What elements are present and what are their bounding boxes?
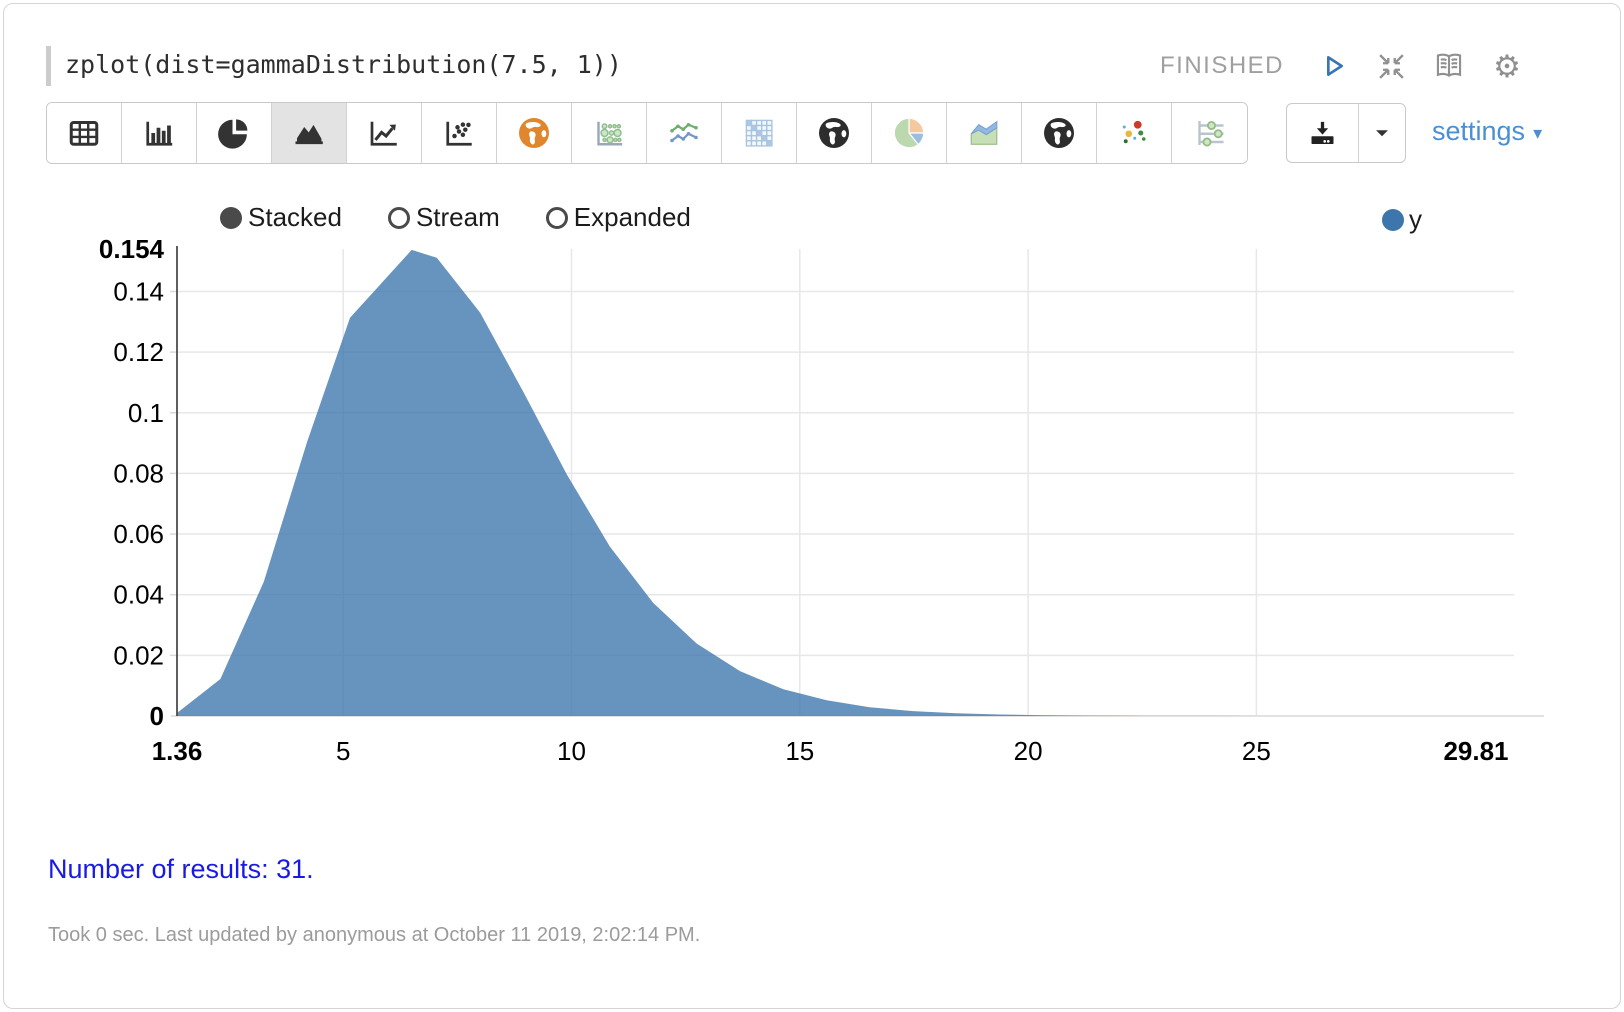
area-chart-button[interactable] [272, 103, 347, 163]
download-options-button[interactable] [1359, 104, 1405, 162]
globe-dark-1-button[interactable] [797, 103, 872, 163]
download-button[interactable] [1287, 104, 1359, 162]
multi-line-chart-icon [670, 122, 698, 143]
caret-down-icon [1376, 130, 1388, 137]
paragraph-accent-bar [46, 46, 51, 86]
result-count: Number of results: 31. [48, 854, 314, 884]
paragraph-actions: FINISHED [1160, 44, 1524, 88]
gear-icon: ⚙ [1493, 48, 1521, 84]
x-tick-label: 10 [557, 736, 586, 766]
show-editor-button[interactable] [1432, 49, 1466, 83]
y-tick-label: 0.04 [113, 580, 164, 610]
x-tick-label: 20 [1014, 736, 1043, 766]
option-expanded[interactable]: Expanded [545, 202, 691, 233]
multi-line-chart-button[interactable] [647, 103, 722, 163]
matrix-chart-icon [745, 119, 773, 147]
compress-icon [1378, 53, 1404, 79]
scatter-plot-button[interactable] [422, 103, 497, 163]
option-label: Stacked [248, 202, 342, 232]
area-chart-icon [295, 124, 323, 145]
sliders-button[interactable] [1172, 103, 1247, 163]
y-tick-label: 0.02 [113, 640, 164, 670]
y-tick-label: 0 [150, 701, 164, 731]
area-chart-plot[interactable]: 0 0.02 0.04 0.06 0.08 0.1 0.12 0.14 0.154 1.36 5 10… [4, 236, 1624, 784]
x-tick-label: 1.36 [152, 736, 203, 766]
table-icon [69, 121, 99, 146]
settings-label: settings [1432, 116, 1526, 146]
status-badge: FINISHED [1159, 52, 1284, 79]
settings-link[interactable]: settings ▾ [1432, 116, 1542, 147]
run-button[interactable] [1316, 49, 1350, 83]
bubble-chart-button[interactable] [572, 103, 647, 163]
y-tick-label: 0.12 [113, 337, 164, 367]
radio-unselected-icon [387, 206, 410, 229]
play-icon [1327, 56, 1343, 76]
book-icon [1436, 53, 1462, 77]
stacked-area-colored-button[interactable] [947, 103, 1022, 163]
scatter-colored-icon [1122, 120, 1146, 144]
y-tick-label: 0.08 [113, 458, 164, 488]
scatter-colored-button[interactable] [1097, 103, 1172, 163]
pie-chart-button[interactable] [197, 103, 272, 163]
pie-chart-colored-icon [893, 117, 925, 149]
bar-chart-button[interactable] [122, 103, 197, 163]
x-tick-label: 25 [1242, 736, 1271, 766]
radio-selected-icon [220, 206, 242, 229]
pie-chart-colored-button[interactable] [872, 103, 947, 163]
collapse-button[interactable] [1374, 49, 1408, 83]
x-tick-label: 5 [336, 736, 350, 766]
y-tick-label: 0.14 [113, 276, 164, 306]
stacked-area-colored-icon [970, 120, 998, 145]
option-stream[interactable]: Stream [387, 202, 500, 233]
globe-orange-icon [519, 118, 549, 148]
x-tick-label: 15 [785, 736, 814, 766]
scatter-plot-icon [446, 121, 472, 146]
globe-dark-2-button[interactable] [1022, 103, 1097, 163]
legend-swatch-y [1382, 208, 1404, 231]
x-tick-label: 29.81 [1443, 736, 1508, 766]
paragraph-title: zplot(dist=gammaDistribution(7.5, 1)) [65, 50, 622, 79]
series-legend[interactable]: y [1382, 204, 1422, 235]
option-stacked[interactable]: Stacked [220, 202, 342, 233]
paragraph-header: zplot(dist=gammaDistribution(7.5, 1)) FI… [46, 44, 1620, 88]
line-chart-icon [370, 121, 397, 146]
matrix-chart-button[interactable] [722, 103, 797, 163]
globe-orange-button[interactable] [497, 103, 572, 163]
globe-dark-2-icon [1044, 118, 1074, 148]
pie-chart-icon [218, 119, 248, 149]
chart-type-toolbar [46, 102, 1248, 164]
y-tick-label: 0.154 [99, 236, 165, 264]
paragraph-status-line: Took 0 sec. Last updated by anonymous at… [48, 924, 701, 946]
y-tick-label: 0.1 [128, 398, 164, 428]
line-chart-button[interactable] [347, 103, 422, 163]
bar-chart-icon [146, 121, 173, 146]
globe-dark-1-icon [819, 118, 849, 148]
legend-label-y: y [1409, 204, 1422, 234]
paragraph-card: zplot(dist=gammaDistribution(7.5, 1)) FI… [3, 3, 1621, 1009]
paragraph-settings-button[interactable]: ⚙ [1490, 49, 1524, 83]
download-icon [1311, 121, 1334, 144]
download-split-button [1286, 103, 1406, 163]
bubble-chart-icon [597, 121, 623, 146]
settings-caret-icon: ▾ [1533, 123, 1543, 143]
table-button[interactable] [47, 103, 122, 163]
sliders-icon [1197, 120, 1223, 147]
radio-unselected-icon [545, 206, 568, 229]
chart-style-options: Stacked Stream Expanded [220, 202, 691, 233]
option-label: Expanded [573, 202, 691, 232]
y-tick-label: 0.06 [113, 519, 164, 549]
option-label: Stream [415, 202, 500, 232]
area-series-y[interactable] [177, 249, 1476, 716]
